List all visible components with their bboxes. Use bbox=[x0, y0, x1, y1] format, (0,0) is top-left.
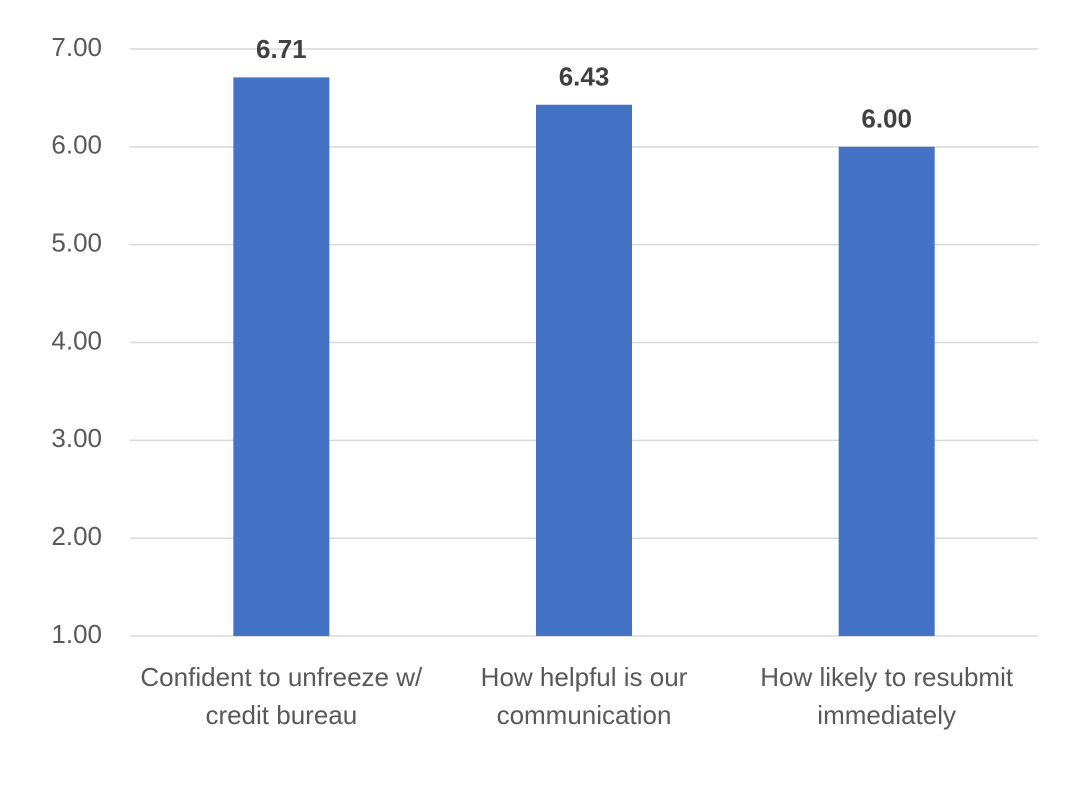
y-tick-label: 7.00 bbox=[51, 32, 102, 62]
y-tick-label: 1.00 bbox=[51, 619, 102, 649]
x-tick-label: How likely to resubmit immediately bbox=[760, 662, 1014, 730]
y-tick-label: 4.00 bbox=[51, 325, 102, 355]
y-tick-label: 6.00 bbox=[51, 130, 102, 160]
x-tick-label: Confident to unfreeze w/ credit bureau bbox=[140, 662, 423, 730]
value-label: 6.43 bbox=[559, 62, 610, 92]
value-label: 6.00 bbox=[861, 104, 912, 134]
bar bbox=[233, 77, 330, 637]
value-label: 6.71 bbox=[256, 34, 307, 64]
y-tick-label: 2.00 bbox=[51, 521, 102, 551]
y-tick-label: 5.00 bbox=[51, 228, 102, 258]
bar bbox=[838, 146, 935, 637]
y-tick-label: 3.00 bbox=[51, 423, 102, 453]
x-tick-label: How helpful is our communication bbox=[480, 662, 688, 730]
bar bbox=[536, 104, 632, 636]
